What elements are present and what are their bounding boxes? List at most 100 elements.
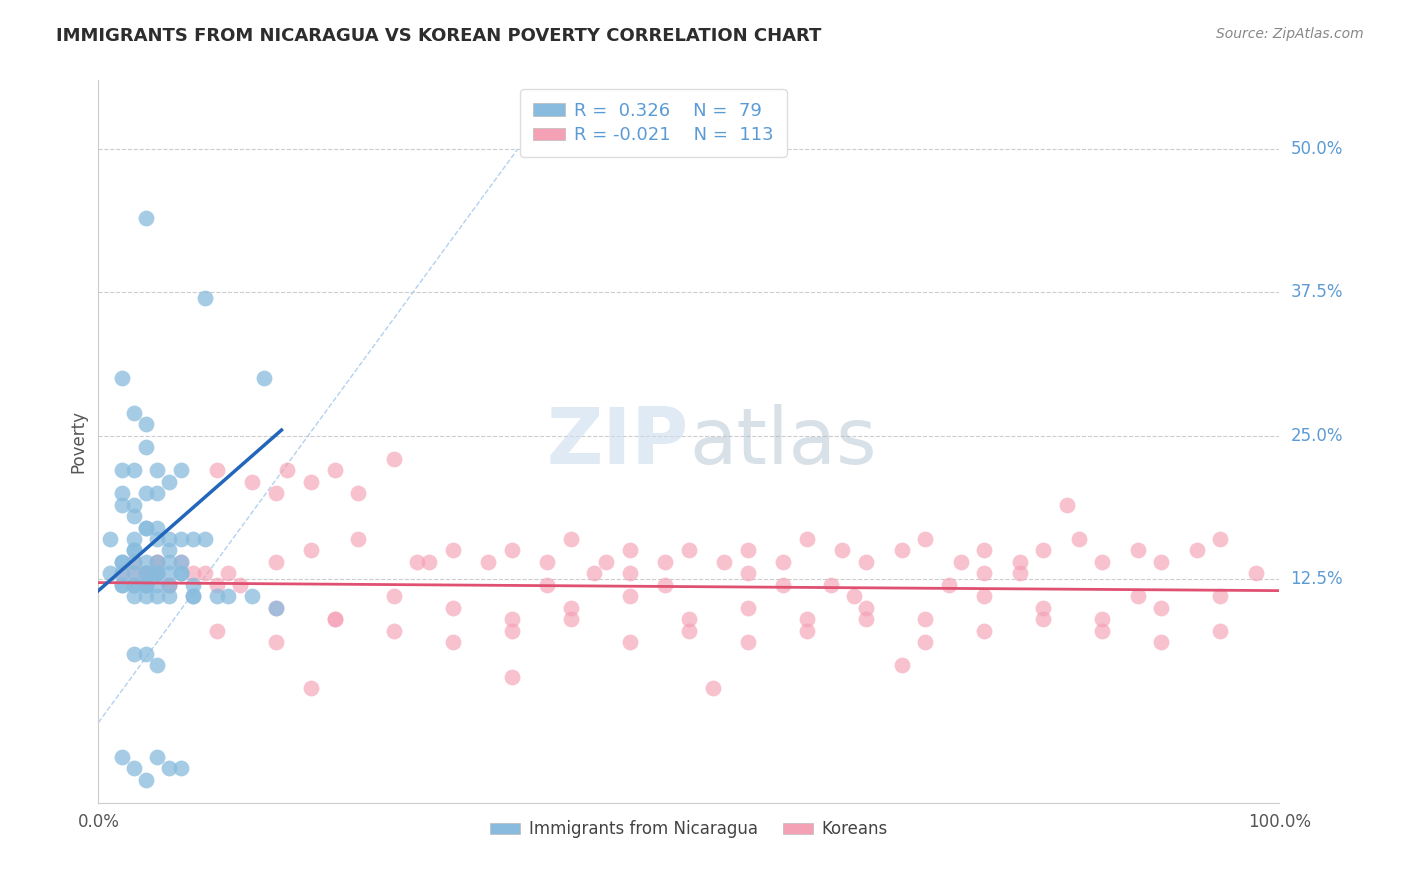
Point: [135, 566, 157, 581]
Point: [949, 555, 972, 569]
Point: [122, 578, 145, 592]
Point: [194, 566, 217, 581]
Point: [157, 475, 180, 489]
Point: [170, 566, 193, 581]
Point: [135, 555, 157, 569]
Point: [890, 543, 912, 558]
Point: [170, 555, 193, 569]
Point: [135, 566, 157, 581]
Point: [146, 566, 169, 581]
Point: [1150, 635, 1173, 649]
Point: [1209, 590, 1232, 604]
Point: [1185, 543, 1208, 558]
Point: [146, 578, 169, 592]
Point: [146, 463, 169, 477]
Point: [217, 566, 239, 581]
Point: [205, 578, 228, 592]
Point: [1032, 543, 1054, 558]
Point: [619, 566, 641, 581]
Point: [122, 463, 145, 477]
Point: [831, 543, 853, 558]
Point: [973, 624, 995, 638]
Point: [157, 532, 180, 546]
Point: [181, 590, 204, 604]
Point: [418, 555, 440, 569]
Point: [122, 555, 145, 569]
Point: [1091, 555, 1114, 569]
Point: [122, 532, 145, 546]
Point: [135, 520, 157, 534]
Point: [654, 555, 676, 569]
Legend: Immigrants from Nicaragua, Koreans: Immigrants from Nicaragua, Koreans: [484, 814, 894, 845]
Point: [135, 590, 157, 604]
Point: [973, 590, 995, 604]
Point: [122, 498, 145, 512]
Point: [146, 486, 169, 500]
Point: [737, 600, 759, 615]
Point: [229, 578, 252, 592]
Point: [135, 578, 157, 592]
Point: [382, 624, 405, 638]
Point: [264, 635, 287, 649]
Point: [1126, 543, 1149, 558]
Point: [772, 578, 794, 592]
Point: [253, 371, 276, 385]
Point: [264, 486, 287, 500]
Point: [146, 566, 169, 581]
Point: [146, 566, 169, 581]
Point: [181, 566, 204, 581]
Point: [240, 590, 263, 604]
Point: [122, 578, 145, 592]
Point: [1150, 555, 1173, 569]
Point: [157, 590, 180, 604]
Point: [1032, 600, 1054, 615]
Point: [122, 543, 145, 558]
Point: [441, 600, 464, 615]
Text: 37.5%: 37.5%: [1291, 284, 1343, 301]
Point: [122, 555, 145, 569]
Point: [406, 555, 429, 569]
Point: [111, 750, 134, 764]
Point: [181, 578, 204, 592]
Text: ZIP: ZIP: [547, 403, 689, 480]
Point: [323, 463, 346, 477]
Point: [619, 590, 641, 604]
Point: [111, 555, 134, 569]
Point: [157, 543, 180, 558]
Point: [135, 772, 157, 787]
Text: 12.5%: 12.5%: [1291, 570, 1343, 588]
Point: [111, 555, 134, 569]
Point: [914, 532, 936, 546]
Point: [240, 475, 263, 489]
Point: [501, 670, 523, 684]
Point: [1008, 566, 1031, 581]
Point: [299, 475, 322, 489]
Point: [914, 612, 936, 626]
Point: [347, 486, 370, 500]
Point: [844, 590, 866, 604]
Text: 25.0%: 25.0%: [1291, 426, 1343, 445]
Point: [157, 566, 180, 581]
Point: [441, 543, 464, 558]
Point: [678, 543, 700, 558]
Point: [1209, 624, 1232, 638]
Point: [170, 463, 193, 477]
Point: [135, 578, 157, 592]
Point: [678, 624, 700, 638]
Point: [796, 624, 818, 638]
Point: [299, 543, 322, 558]
Point: [1091, 612, 1114, 626]
Point: [713, 555, 735, 569]
Point: [122, 406, 145, 420]
Point: [855, 612, 877, 626]
Point: [973, 566, 995, 581]
Point: [111, 463, 134, 477]
Point: [122, 578, 145, 592]
Point: [122, 566, 145, 581]
Point: [772, 555, 794, 569]
Point: [1209, 532, 1232, 546]
Point: [536, 578, 558, 592]
Y-axis label: Poverty: Poverty: [69, 410, 87, 473]
Point: [146, 555, 169, 569]
Point: [122, 761, 145, 775]
